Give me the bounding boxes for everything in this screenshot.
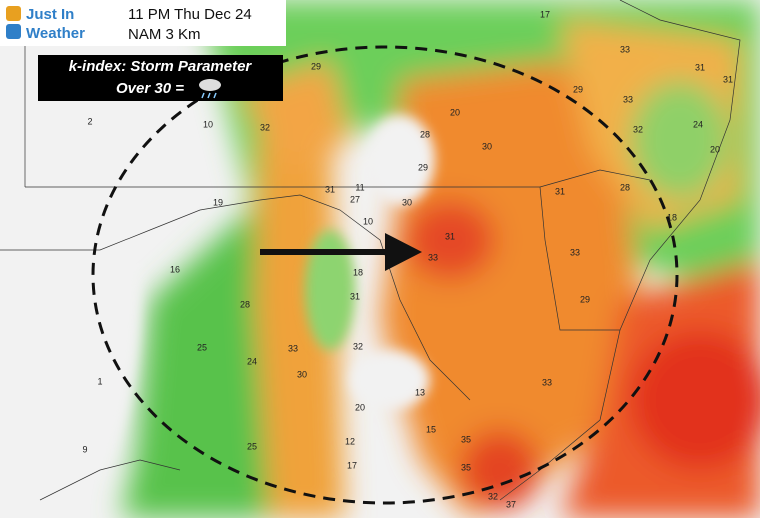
k-index-label: 37 [506,499,516,509]
k-index-label: 31 [350,291,360,301]
k-index-label: 33 [428,252,438,262]
k-index-label: 32 [260,122,270,132]
storm-icon [199,79,221,99]
k-index-label: 31 [445,231,455,241]
k-index-label: 15 [426,424,436,434]
k-index-label: 24 [693,119,703,129]
k-index-label: 12 [345,436,355,446]
k-index-label: 28 [240,299,250,309]
k-index-label: 20 [355,402,365,412]
model-name: NAM 3 Km [128,26,201,43]
k-index-label: 32 [633,124,643,134]
k-index-label: 33 [623,94,633,104]
logo-drop [6,24,21,39]
k-index-label: 31 [695,62,705,72]
k-index-label: 29 [573,84,583,94]
k-index-label: 31 [555,186,565,196]
arrow-head [385,233,422,271]
k-index-label: 9 [82,444,87,454]
k-index-label: 16 [170,264,180,274]
k-index-label: 20 [450,107,460,117]
k-index-label: 35 [461,462,471,472]
k-index-label: 25 [247,441,257,451]
k-index-label: 18 [667,212,677,222]
k-index-label: 28 [420,129,430,139]
k-index-label: 17 [347,460,357,470]
k-index-label: 17 [540,9,550,19]
k-index-label: 1 [97,376,102,386]
k-index-label: 33 [288,343,298,353]
k-index-label: 33 [570,247,580,257]
k-index-label: 25 [197,342,207,352]
boundaries [0,0,741,501]
k-index-label: 2 [87,116,92,126]
k-index-label: 33 [542,377,552,387]
k-index-label: 18 [353,267,363,277]
brand-line2: Weather [26,25,85,42]
k-index-label: 31 [325,184,335,194]
k-index-label: 30 [482,141,492,151]
k-index-label: 30 [402,197,412,207]
forecast-time: 11 PM Thu Dec 24 [128,6,252,23]
k-index-label: 31 [723,74,733,84]
map-labels: 17 33 31 31 29 29 33 24 20 2 10 32 20 28 30 29 31 11 27 31 2… [82,9,733,509]
legend-box [38,55,283,101]
radar-fill [120,0,760,518]
brand-line1: Just In [26,6,74,23]
k-index-label: 29 [580,294,590,304]
k-index-label: 35 [461,434,471,444]
k-index-label: 27 [350,194,360,204]
clear-areas [0,100,435,500]
k-index-label: 33 [620,44,630,54]
legend-threshold: Over 30 = [116,80,184,97]
focus-circle [91,45,679,505]
k-index-label: 29 [311,61,321,71]
k-index-label: 19 [213,197,223,207]
k-index-label: 28 [620,182,630,192]
k-index-label: 20 [710,144,720,154]
k-index-label: 32 [488,491,498,501]
k-index-label: 10 [203,119,213,129]
logo-sun [6,6,21,21]
k-index-label: 10 [363,216,373,226]
logo: Just In Weather [6,6,85,42]
k-index-label: 11 [355,182,364,192]
header-box [0,0,286,46]
k-index-label: 29 [418,162,428,172]
k-index-label: 24 [247,356,257,366]
k-index-label: 13 [415,387,425,397]
k-index-label: 30 [297,369,307,379]
k-index-label: 32 [353,341,363,351]
legend-title: k-index: Storm Parameter [69,58,253,75]
